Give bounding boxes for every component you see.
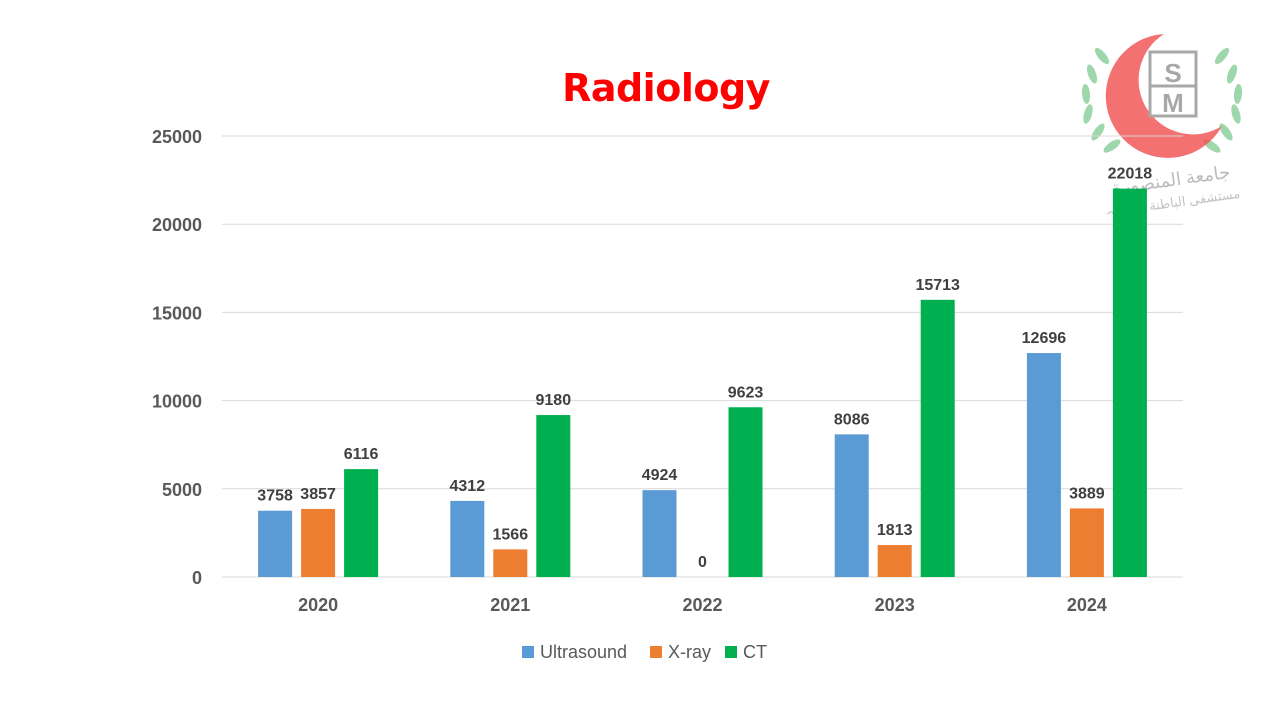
legend-label: Ultrasound	[540, 642, 627, 662]
data-label: 22018	[1108, 166, 1153, 183]
x-tick-label: 2023	[875, 595, 915, 615]
data-label: 3857	[300, 486, 336, 503]
legend-label: X-ray	[668, 642, 711, 662]
bar-ct-2022	[728, 407, 763, 577]
logo-letter: M	[1162, 88, 1184, 118]
legend-swatch-ultrasound	[522, 646, 534, 658]
y-tick-label: 0	[192, 568, 202, 588]
data-label: 12696	[1022, 330, 1067, 347]
y-tick-label: 20000	[152, 215, 202, 235]
bar-ultrasound-2023	[834, 434, 869, 577]
x-tick-label: 2021	[490, 595, 530, 615]
crescent-icon	[1105, 34, 1222, 158]
bar-ct-2024	[1112, 188, 1147, 577]
x-tick-label: 2024	[1067, 595, 1107, 615]
hospital-logo: S M جامعة المنصورة مستشفى الباطنة التخصص…	[1081, 34, 1243, 214]
data-label: 4924	[642, 467, 678, 484]
data-label: 8086	[834, 411, 870, 428]
bar-ct-2023	[920, 299, 955, 577]
hsm-monogram-icon	[1148, 50, 1198, 118]
data-label: 1566	[493, 526, 529, 543]
bar-ultrasound-2020	[258, 510, 293, 577]
data-label: 9180	[536, 392, 572, 409]
y-tick-label: 5000	[162, 480, 202, 500]
y-tick-label: 10000	[152, 392, 202, 412]
laurel-wreath-icon	[1081, 47, 1243, 153]
bar-ct-2020	[344, 469, 379, 577]
x-tick-label: 2020	[298, 595, 338, 615]
legend-swatch-xray	[650, 646, 662, 658]
bar-ct-2021	[536, 415, 571, 577]
y-tick-label: 25000	[152, 127, 202, 147]
bar-xray-2021	[493, 549, 528, 577]
data-label: 4312	[450, 478, 486, 495]
y-tick-label: 15000	[152, 303, 202, 323]
bar-ultrasound-2022	[642, 490, 677, 577]
data-label: 0	[698, 554, 707, 571]
data-label: 9623	[728, 384, 764, 401]
data-label: 15713	[915, 277, 960, 294]
bar-ultrasound-2024	[1026, 353, 1061, 577]
data-label: 3758	[257, 488, 293, 505]
logo-letter: S	[1164, 58, 1181, 88]
legend-label: CT	[743, 642, 767, 662]
bar-ultrasound-2021	[450, 500, 485, 577]
data-label: 3889	[1069, 485, 1105, 502]
bar-xray-2023	[877, 545, 912, 577]
legend-swatch-ct	[725, 646, 737, 658]
x-tick-label: 2022	[682, 595, 722, 615]
bar-xray-2020	[301, 508, 336, 577]
data-label: 6116	[344, 446, 379, 463]
data-label: 1813	[877, 522, 913, 539]
bar-xray-2024	[1069, 508, 1104, 577]
chart-title: Radiology	[562, 66, 770, 110]
